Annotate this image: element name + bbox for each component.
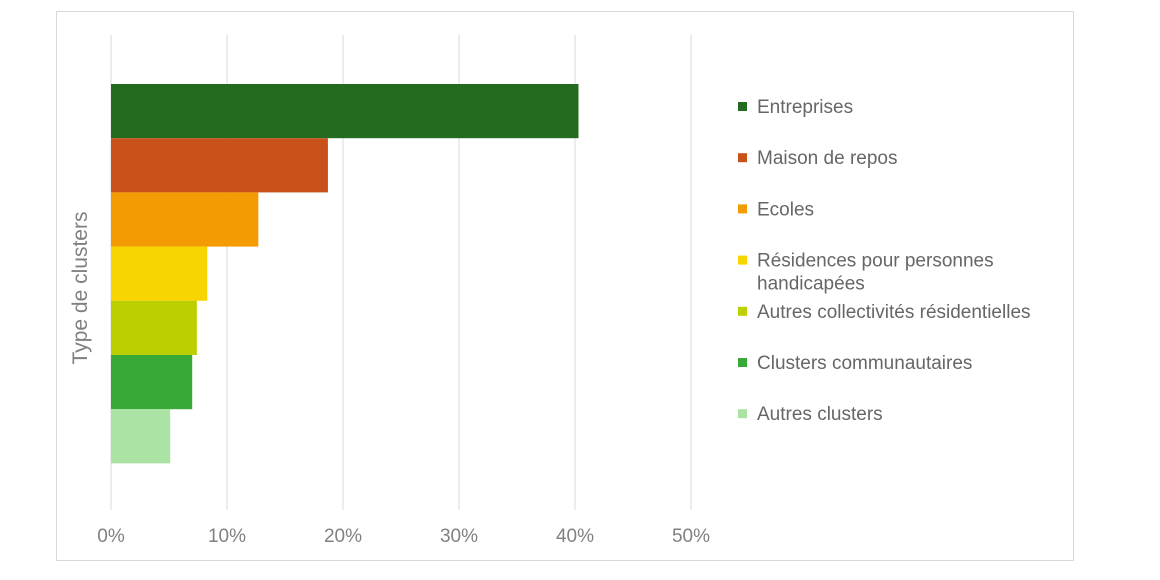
- legend-swatch: [738, 255, 747, 265]
- legend-item: Clusters communautaires: [738, 353, 972, 374]
- bar-ecoles: [111, 192, 259, 247]
- legend-swatch: [738, 409, 747, 419]
- legend-label: Autres collectivités résidentielles: [757, 302, 1031, 323]
- legend-label: handicapées: [757, 274, 865, 295]
- legend-item: Autres collectivités résidentielles: [738, 302, 1031, 323]
- bar-maison-de-repos: [111, 138, 328, 193]
- x-tick-label: 30%: [440, 526, 478, 547]
- legend-swatch: [738, 102, 747, 111]
- bar-entreprises: [111, 84, 579, 139]
- x-tick-label: 40%: [556, 526, 594, 547]
- legend-item: Entreprises: [738, 97, 853, 118]
- x-tick-label: 10%: [208, 526, 246, 547]
- bars: [111, 84, 579, 464]
- legend-label: Autres clusters: [757, 404, 883, 425]
- legend-swatch: [738, 358, 747, 367]
- bar-autres-collectivit-s-r-sidentielles: [111, 300, 197, 355]
- legend-label: Clusters communautaires: [757, 353, 972, 374]
- legend-item: Maison de repos: [738, 148, 897, 169]
- bar-autres-clusters: [111, 409, 171, 464]
- legend-label: Ecoles: [757, 199, 814, 220]
- bar-clusters-communautaires: [111, 355, 193, 410]
- legend-label: Résidences pour personnes: [757, 251, 994, 272]
- x-tick-label: 0%: [97, 526, 125, 547]
- legend-item: Ecoles: [738, 199, 814, 220]
- x-tick-label: 20%: [324, 526, 362, 547]
- legend-swatch: [738, 153, 747, 163]
- x-tick-label: 50%: [672, 526, 710, 547]
- legend-swatch: [738, 204, 747, 214]
- legend-label: Entreprises: [757, 97, 853, 118]
- bar-r-sidences-pour-personnes-handicap-es: [111, 246, 208, 301]
- legend: Entreprises Maison de repos Ecoles Résidenc…: [738, 97, 1031, 425]
- legend-item: Autres clusters: [738, 404, 883, 425]
- x-axis-ticks: 0% 10% 20% 30% 40% 50%: [97, 526, 710, 547]
- legend-label: Maison de repos: [757, 148, 897, 169]
- legend-swatch: [738, 306, 747, 316]
- y-axis-label: Type de clusters: [69, 212, 92, 365]
